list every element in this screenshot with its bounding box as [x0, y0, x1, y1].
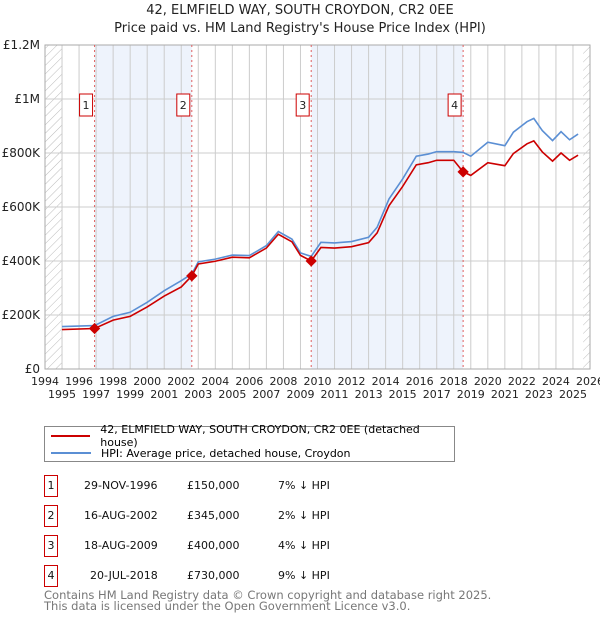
y-tick-label: £1.2M — [3, 38, 40, 52]
x-tick-label: 2011 — [321, 388, 349, 401]
x-tick-label: 1998 — [99, 375, 127, 388]
price-chart: 1994199519961997199819992000200120022003… — [2, 38, 600, 401]
x-tick-label: 2025 — [559, 388, 587, 401]
sale-number: 2 — [44, 505, 58, 527]
x-tick-label: 2024 — [542, 375, 570, 388]
hpi-line — [62, 117, 579, 328]
x-tick-label: 1999 — [116, 388, 144, 401]
plot-border — [44, 44, 591, 370]
sale-hpi-delta: 7% ↓ HPI — [278, 479, 330, 492]
x-tick-label: 2012 — [338, 375, 366, 388]
x-tick-label: 2015 — [389, 388, 417, 401]
sale-date: 16-AUG-2002 — [84, 509, 158, 522]
blue-line-swatch — [51, 452, 91, 454]
sale-marker-box — [447, 93, 462, 117]
x-tick-label: 1997 — [82, 388, 110, 401]
sale-price: £400,000 — [187, 539, 240, 552]
x-tick-label: 2023 — [525, 388, 553, 401]
sale-price: £345,000 — [187, 509, 240, 522]
sale-number: 1 — [44, 475, 58, 497]
x-tick-label: 2018 — [440, 375, 468, 388]
sale-date: 20-JUL-2018 — [90, 569, 158, 582]
sale-marker-number: 2 — [180, 99, 187, 112]
sale-point — [457, 166, 469, 178]
sale-price: £150,000 — [187, 479, 240, 492]
sale-marker-number: 3 — [299, 99, 306, 112]
legend-label: 42, ELMFIELD WAY, SOUTH CROYDON, CR2 0EE… — [100, 423, 420, 449]
x-tick-label: 2008 — [269, 375, 297, 388]
sale-row: 4 20-JUL-2018 £730,000 9% ↓ HPI — [44, 565, 424, 587]
y-tick-label: £0 — [25, 362, 40, 376]
sale-row: 1 29-NOV-1996 £150,000 7% ↓ HPI — [44, 475, 424, 497]
legend-label: HPI: Average price, detached house, Croy… — [101, 446, 351, 460]
sale-marker-number: 4 — [451, 99, 458, 112]
x-tick-label: 1994 — [31, 375, 59, 388]
x-tick-label: 2003 — [184, 388, 212, 401]
sale-marker-box — [176, 93, 191, 117]
sale-point — [186, 270, 198, 282]
x-tick-label: 2020 — [474, 375, 502, 388]
sale-number: 3 — [44, 535, 58, 557]
sale-marker-box — [79, 93, 94, 117]
x-tick-label: 2019 — [457, 388, 485, 401]
sale-row: 2 16-AUG-2002 £345,000 2% ↓ HPI — [44, 505, 424, 527]
sale-price: £730,000 — [187, 569, 240, 582]
x-tick-label: 2021 — [491, 388, 519, 401]
y-tick-label: £400K — [2, 254, 42, 268]
legend: 42, ELMFIELD WAY, SOUTH CROYDON, CR2 0EE… — [44, 423, 455, 462]
x-tick-label: 2014 — [372, 375, 400, 388]
x-tick-label: 2004 — [201, 375, 229, 388]
x-tick-label: 2002 — [167, 375, 195, 388]
y-tick-label: £800K — [2, 146, 42, 160]
x-tick-label: 2013 — [355, 388, 383, 401]
x-tick-label: 1995 — [48, 388, 76, 401]
x-tick-label: 2007 — [252, 388, 280, 401]
sale-date: 29-NOV-1996 — [84, 479, 158, 492]
red-line-swatch — [51, 435, 91, 437]
sale-marker-box — [295, 93, 310, 117]
footer-licence: This data is licensed under the Open Gov… — [44, 599, 411, 613]
y-tick-label: £1M — [14, 92, 40, 106]
chart-title: 42, ELMFIELD WAY, SOUTH CROYDON, CR2 0EE — [146, 3, 454, 18]
legend-item-hpi: HPI: Average price, detached house, Croy… — [51, 445, 351, 461]
footer-copyright: Contains HM Land Registry data © Crown c… — [44, 588, 492, 602]
x-tick-label: 2017 — [423, 388, 451, 401]
x-tick-label: 2010 — [304, 375, 332, 388]
legend-item-price-paid: 42, ELMFIELD WAY, SOUTH CROYDON, CR2 0EE… — [51, 423, 454, 449]
sale-hpi-delta: 9% ↓ HPI — [278, 569, 330, 582]
x-tick-label: 2016 — [406, 375, 434, 388]
sale-number: 4 — [44, 565, 58, 587]
x-tick-label: 2009 — [286, 388, 314, 401]
price-paid-line — [62, 139, 579, 331]
chart-subtitle: Price paid vs. HM Land Registry's House … — [114, 21, 486, 36]
sale-date: 18-AUG-2009 — [84, 539, 158, 552]
x-tick-label: 2022 — [508, 375, 536, 388]
sale-point — [305, 255, 317, 267]
sale-hpi-delta: 2% ↓ HPI — [278, 509, 330, 522]
y-tick-label: £600K — [2, 200, 42, 214]
x-tick-label: 2005 — [218, 388, 246, 401]
sale-marker-number: 1 — [83, 99, 90, 112]
sale-row: 3 18-AUG-2009 £400,000 4% ↓ HPI — [44, 535, 424, 557]
x-tick-label: 2001 — [150, 388, 178, 401]
x-tick-label: 2000 — [133, 375, 161, 388]
x-tick-label: 2006 — [235, 375, 263, 388]
y-tick-label: £200K — [2, 308, 42, 322]
sale-hpi-delta: 4% ↓ HPI — [278, 539, 330, 552]
x-tick-label: 2026 — [576, 375, 600, 388]
x-tick-label: 1996 — [65, 375, 93, 388]
